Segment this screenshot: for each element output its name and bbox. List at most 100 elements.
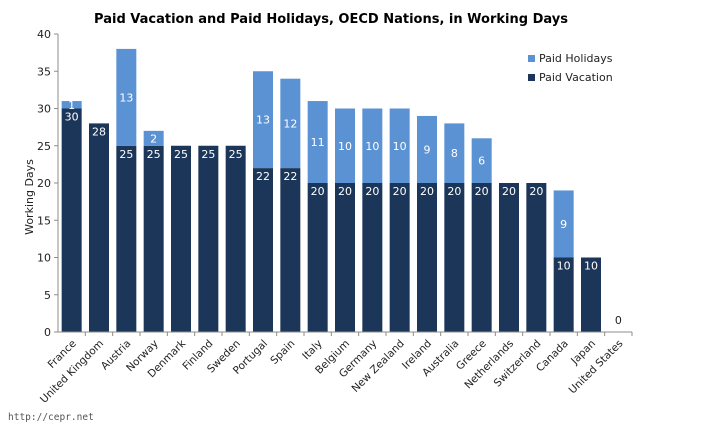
bar-paid-vacation bbox=[526, 183, 547, 332]
data-label-paid-holidays: 10 bbox=[365, 140, 379, 153]
bar-group-finland: 25 bbox=[198, 145, 219, 332]
bar-paid-vacation bbox=[116, 145, 137, 332]
bar-group-japan: 10 bbox=[581, 257, 601, 332]
chart-title: Paid Vacation and Paid Holidays, OECD Na… bbox=[94, 12, 568, 27]
bar-paid-vacation bbox=[89, 123, 109, 333]
data-label-paid-vacation: 20 bbox=[502, 185, 516, 198]
data-label-paid-vacation: 30 bbox=[65, 111, 79, 124]
data-label-paid-holidays: 10 bbox=[393, 140, 407, 153]
data-label-paid-holidays: 10 bbox=[338, 140, 352, 153]
bar-paid-holidays bbox=[253, 71, 273, 169]
bar-paid-vacation bbox=[362, 183, 383, 332]
x-tick-label: Spain bbox=[268, 338, 297, 367]
y-tick-label: 20 bbox=[37, 177, 51, 190]
data-label-paid-holidays: 12 bbox=[283, 117, 297, 130]
bar-paid-holidays bbox=[61, 101, 82, 109]
data-label-paid-vacation: 20 bbox=[311, 185, 325, 198]
data-label-paid-vacation: 20 bbox=[475, 185, 489, 198]
bar-group-portugal: 22 13 bbox=[253, 71, 273, 332]
legend-swatch-paid-holidays bbox=[528, 55, 535, 62]
bar-paid-holidays bbox=[417, 115, 437, 183]
bar-paid-vacation bbox=[307, 183, 328, 332]
bar-paid-vacation bbox=[444, 183, 465, 332]
bar-group-sweden: 25 bbox=[225, 145, 246, 332]
bar-paid-holidays bbox=[143, 130, 164, 146]
data-label-paid-vacation: 25 bbox=[147, 148, 161, 161]
bar-group-united-states: 0 bbox=[615, 314, 622, 327]
legend-swatch-paid-vacation bbox=[528, 74, 535, 81]
bar-paid-vacation bbox=[471, 183, 492, 332]
data-label-paid-holidays: 9 bbox=[560, 218, 567, 231]
bar-group-ireland: 20 9 bbox=[417, 115, 437, 332]
source-credit: http://cepr.net bbox=[8, 412, 94, 423]
bar-group-norway: 252 bbox=[143, 130, 164, 332]
bar-paid-vacation bbox=[335, 183, 355, 332]
bar-paid-vacation bbox=[417, 183, 437, 332]
bar-paid-holidays bbox=[389, 108, 410, 183]
data-label-paid-vacation: 20 bbox=[338, 185, 352, 198]
bar-group-netherlands: 20 bbox=[499, 183, 519, 332]
bar-group-united-kingdom: 28 bbox=[89, 123, 109, 333]
bar-paid-holidays bbox=[307, 101, 328, 183]
y-tick-label: 30 bbox=[37, 103, 51, 116]
bar-paid-vacation bbox=[253, 168, 273, 332]
data-label-paid-vacation: 22 bbox=[256, 170, 270, 183]
data-label-paid-vacation: 20 bbox=[365, 185, 379, 198]
legend: Paid Holidays Paid Vacation bbox=[528, 52, 613, 84]
legend-label-paid-holidays: Paid Holidays bbox=[539, 52, 613, 65]
data-label-paid-holidays: 13 bbox=[256, 114, 270, 127]
data-label-paid-holidays: 11 bbox=[311, 136, 325, 149]
y-tick-label: 35 bbox=[37, 65, 51, 78]
bar-group-spain: 22 12 bbox=[280, 78, 301, 332]
data-label-paid-vacation: 20 bbox=[393, 185, 407, 198]
y-tick-label: 10 bbox=[37, 252, 51, 265]
data-label-paid-vacation: 10 bbox=[584, 260, 598, 273]
y-tick-label: 40 bbox=[37, 28, 51, 41]
bar-group-australia: 20 8 bbox=[444, 123, 465, 332]
y-axis: 0 5 10 15 20 25 30 35 40 bbox=[37, 28, 59, 339]
legend-label-paid-vacation: Paid Vacation bbox=[539, 71, 613, 84]
x-tick-label: Italy bbox=[300, 338, 325, 363]
y-tick-label: 0 bbox=[44, 326, 51, 339]
data-label-paid-vacation: 22 bbox=[283, 170, 297, 183]
bar-paid-vacation bbox=[581, 257, 601, 332]
data-label-paid-vacation: 25 bbox=[119, 148, 133, 161]
data-label-paid-vacation: 25 bbox=[229, 148, 243, 161]
bar-paid-holidays bbox=[362, 108, 383, 183]
data-label-paid-holidays: 13 bbox=[119, 91, 133, 104]
data-label-paid-holidays: 1 bbox=[68, 99, 75, 112]
bar-paid-holidays bbox=[553, 190, 574, 258]
bar-group-austria: 25 13 bbox=[116, 48, 137, 332]
data-label-paid-vacation: 25 bbox=[174, 148, 188, 161]
data-label-paid-vacation: 25 bbox=[201, 148, 215, 161]
bar-paid-vacation bbox=[198, 145, 219, 332]
data-label-paid-holidays: 9 bbox=[424, 143, 431, 156]
data-label-paid-vacation: 20 bbox=[420, 185, 434, 198]
bar-paid-vacation bbox=[389, 183, 410, 332]
data-label-paid-vacation: 0 bbox=[615, 314, 622, 327]
data-label-paid-holidays: 2 bbox=[150, 132, 157, 145]
bar-paid-vacation bbox=[280, 168, 301, 332]
bar-paid-holidays bbox=[116, 48, 137, 146]
y-tick-label: 25 bbox=[37, 140, 51, 153]
y-axis-label: Working Days bbox=[23, 159, 36, 235]
y-tick-label: 5 bbox=[44, 289, 51, 302]
bar-group-greece: 20 6 bbox=[471, 138, 492, 332]
bar-group-denmark: 25 bbox=[171, 145, 191, 332]
bar-paid-vacation bbox=[499, 183, 519, 332]
data-label-paid-vacation: 10 bbox=[557, 260, 571, 273]
bar-paid-vacation bbox=[61, 108, 82, 332]
bar-paid-vacation bbox=[553, 257, 574, 332]
data-label-paid-holidays: 8 bbox=[451, 147, 458, 160]
bar-paid-holidays bbox=[471, 138, 492, 183]
bar-paid-holidays bbox=[335, 108, 355, 183]
bar-paid-vacation bbox=[225, 145, 246, 332]
y-tick-label: 15 bbox=[37, 214, 51, 227]
data-label-paid-vacation: 20 bbox=[447, 185, 461, 198]
bar-group-canada: 10 9 bbox=[553, 190, 574, 332]
